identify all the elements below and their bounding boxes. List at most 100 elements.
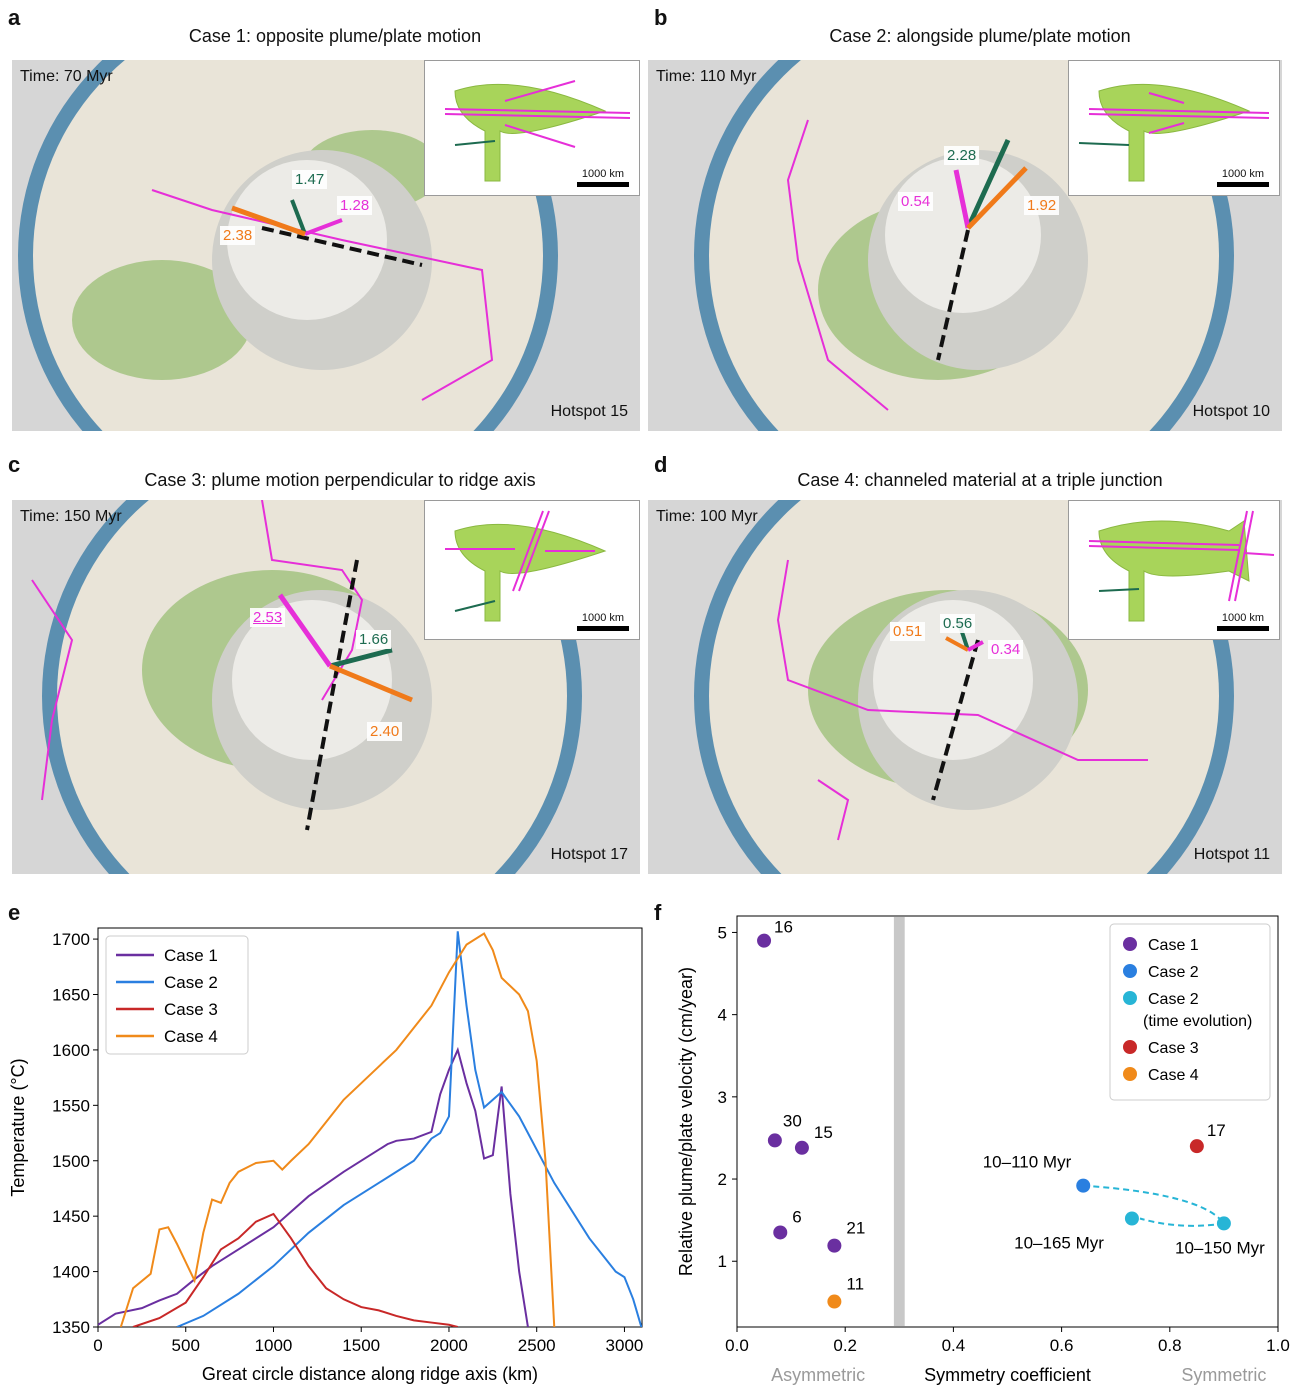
series-group xyxy=(98,931,642,1327)
schematic-inset: 1000 km xyxy=(424,60,640,196)
x-tick-label: 0.0 xyxy=(725,1336,749,1355)
panel-letter-d: d xyxy=(654,452,668,477)
legend-marker xyxy=(1123,1067,1137,1081)
legend-label: Case 2 xyxy=(1148,991,1199,1008)
point-label: 30 xyxy=(783,1111,802,1130)
point-label: 6 xyxy=(792,1207,801,1226)
green-vector-value: 1.66 xyxy=(356,630,392,649)
y-axis-label: Temperature (°C) xyxy=(8,1058,28,1196)
legend-label: Case 2 xyxy=(1148,964,1199,981)
time-evolution-path xyxy=(1083,1184,1225,1225)
legend-label: Case 3 xyxy=(164,1000,218,1019)
scatter-point xyxy=(794,1140,809,1155)
panel-letter-e: e xyxy=(8,900,21,925)
magenta-vector-value: 0.34 xyxy=(988,640,1024,659)
scatter-point xyxy=(1216,1216,1231,1231)
series-line-3 xyxy=(132,1212,458,1327)
legend-label: Case 3 xyxy=(1148,1040,1199,1057)
point-label: 10–165 Myr xyxy=(1014,1233,1104,1252)
legend-box xyxy=(105,935,249,1055)
scale-bar: 1000 km xyxy=(577,168,629,187)
panel-b-globe: Time: 110 Myr 2.28 0.54 1.92 1000 km Hot… xyxy=(648,60,1282,431)
schematic-inset: 1000 km xyxy=(1068,500,1280,640)
y-tick-label: 1500 xyxy=(52,1152,90,1171)
scale-bar: 1000 km xyxy=(577,612,629,631)
time-label: Time: 70 Myr xyxy=(20,68,113,85)
x-tick-label: 500 xyxy=(172,1336,200,1355)
scatter-point xyxy=(757,933,772,948)
x-tick-label: 1000 xyxy=(255,1336,293,1355)
legend-label: Case 1 xyxy=(164,946,218,965)
x-tick-label: 0.6 xyxy=(1050,1336,1074,1355)
scatter-point xyxy=(1124,1211,1139,1226)
legend-marker xyxy=(1123,964,1137,978)
x-axis-label: Great circle distance along ridge axis (… xyxy=(202,1364,538,1384)
scatter-point xyxy=(827,1238,842,1253)
legend-box xyxy=(1109,923,1271,1101)
time-label: Time: 150 Myr xyxy=(20,508,122,525)
x-tick-label: 1.0 xyxy=(1266,1336,1290,1355)
y-tick-label: 4 xyxy=(718,1006,727,1025)
y-tick-label: 2 xyxy=(718,1170,727,1189)
y-axis-label: Relative plume/plate velocity (cm/year) xyxy=(676,967,696,1276)
time-label: Time: 110 Myr xyxy=(656,68,757,85)
magenta-vector-value: 2.53 xyxy=(250,608,286,627)
panel-c-globe: Time: 150 Myr 1.66 2.53 2.40 1000 km Hot… xyxy=(12,500,640,874)
globe-scene xyxy=(18,60,558,431)
threshold-band xyxy=(893,917,905,1326)
legend: Case 1 Case 2 Case 3 Case 4 xyxy=(105,935,249,1055)
x-tick-label: 2500 xyxy=(518,1336,556,1355)
point-label: 10–110 Myr xyxy=(983,1153,1072,1172)
y-tick-label: 1650 xyxy=(52,986,90,1005)
legend-marker xyxy=(1123,937,1137,951)
orange-vector-value: 0.51 xyxy=(890,622,926,641)
panel-d-globe: Time: 100 Myr 0.56 0.51 0.34 1000 km Hot… xyxy=(648,500,1282,874)
y-tick-label: 3 xyxy=(718,1088,727,1107)
orange-vector-value: 2.40 xyxy=(367,722,403,741)
panel-letter-c: c xyxy=(8,452,21,477)
scatter-point xyxy=(827,1294,842,1309)
panel-title-d: Case 4: channeled material at a triple j… xyxy=(797,470,1163,490)
series-line-1 xyxy=(98,1046,529,1327)
x-axis-label: Symmetry coefficient xyxy=(924,1365,1091,1385)
point-label: 10–150 Myr xyxy=(1175,1238,1265,1257)
symmetry-scatter-chart: 0.0 0.2 0.4 0.6 0.8 1.0 1 2 3 4 5 Symmetry coeffici… xyxy=(676,915,1290,1385)
scale-bar: 1000 km xyxy=(1217,612,1269,631)
panel-letter-f: f xyxy=(654,900,662,925)
x-tick-label: 0.2 xyxy=(833,1336,857,1355)
orange-vector-value: 2.38 xyxy=(220,226,256,245)
y-tick-label: 1400 xyxy=(52,1263,90,1282)
y-tick-label: 1 xyxy=(718,1252,727,1271)
panel-title-c: Case 3: plume motion perpendicular to ri… xyxy=(144,470,536,490)
legend-label: (time evolution) xyxy=(1143,1013,1252,1030)
asymmetric-annotation: Asymmetric xyxy=(771,1365,865,1385)
x-tick-label: 0.4 xyxy=(942,1336,966,1355)
y-tick-label: 1700 xyxy=(52,930,90,949)
legend-label: Case 4 xyxy=(1148,1067,1199,1084)
magenta-vector-value: 1.28 xyxy=(337,196,373,215)
panel-letter-a: a xyxy=(8,5,21,30)
point-label: 17 xyxy=(1207,1121,1226,1140)
x-tick-label: 0.8 xyxy=(1158,1336,1182,1355)
orange-vector-value: 1.92 xyxy=(1024,196,1060,215)
green-vector-value: 2.28 xyxy=(944,146,980,165)
time-evolution-path xyxy=(1139,1217,1225,1227)
hotspot-label: Hotspot 11 xyxy=(1193,846,1270,863)
y-tick-label: 5 xyxy=(718,923,727,942)
y-tick-label: 1550 xyxy=(52,1096,90,1115)
y-tick-label: 1450 xyxy=(52,1207,90,1226)
magenta-vector-value: 0.54 xyxy=(898,192,934,211)
legend-label: Case 4 xyxy=(164,1027,218,1046)
legend-marker xyxy=(1123,991,1137,1005)
scatter-point xyxy=(773,1225,788,1240)
schematic-inset: 1000 km xyxy=(424,500,640,640)
x-tick-label: 3000 xyxy=(606,1336,644,1355)
green-vector-value: 1.47 xyxy=(292,170,328,189)
scatter-point xyxy=(1076,1178,1091,1193)
y-tick-label: 1350 xyxy=(52,1318,90,1337)
panel-title-a: Case 1: opposite plume/plate motion xyxy=(188,26,482,46)
panel-title-b: Case 2: alongside plume/plate motion xyxy=(829,26,1131,46)
scatter-point xyxy=(1189,1139,1204,1154)
schematic-inset: 1000 km xyxy=(1068,60,1280,196)
series-line-2 xyxy=(176,931,642,1327)
